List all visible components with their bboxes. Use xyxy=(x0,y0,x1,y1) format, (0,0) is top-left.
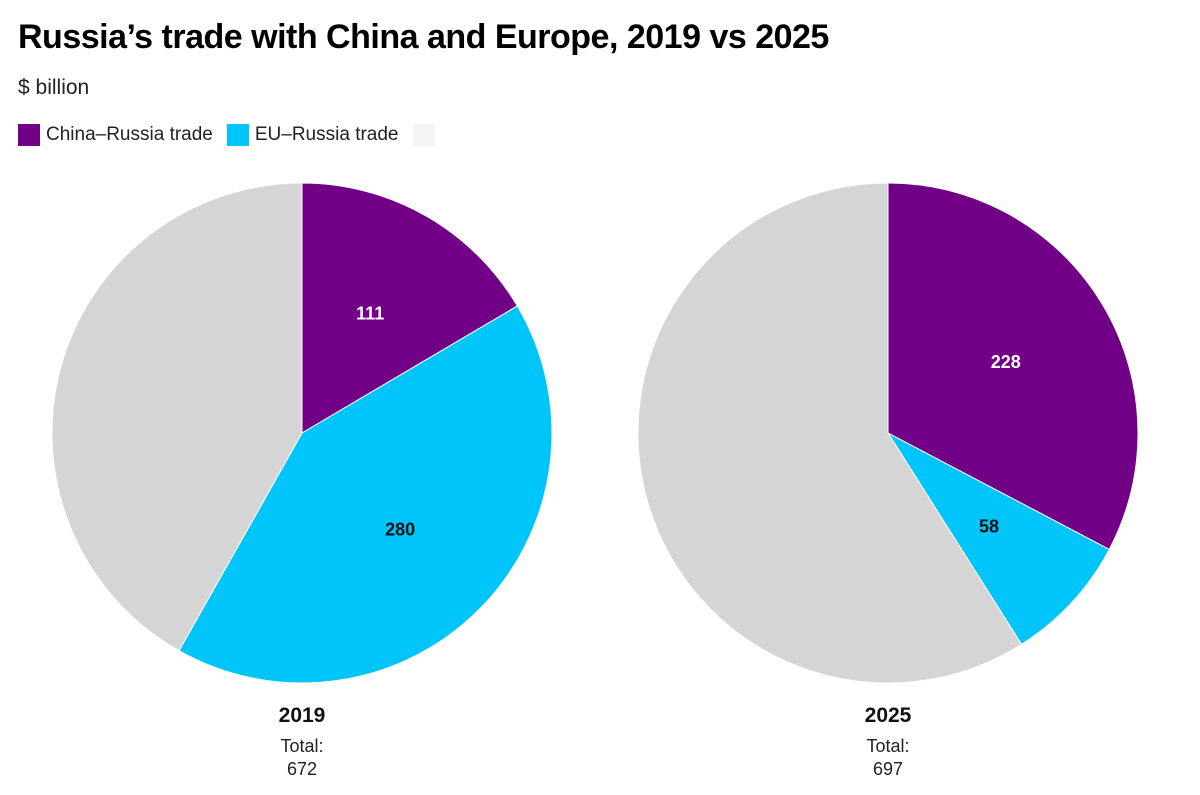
pie-slice-2019-2 xyxy=(51,182,303,652)
total-value-2025: 697 xyxy=(873,759,903,779)
pie-slice-2019-0 xyxy=(301,182,519,434)
pie-slice-2025-1 xyxy=(886,431,1110,646)
legend-swatch-other xyxy=(412,124,435,146)
chart-title: Russia’s trade with China and Europe, 20… xyxy=(18,18,829,56)
slice-value-label-2019-0: 111 xyxy=(356,304,384,324)
total-value-2019: 672 xyxy=(287,759,317,779)
legend-item-china: China–Russia trade xyxy=(18,124,213,146)
total-label-2019: Total: xyxy=(280,736,323,756)
year-label-2025: 2025 xyxy=(865,704,912,727)
chart-subtitle: $ billion xyxy=(18,76,90,99)
pie-2019: 111 280 xyxy=(51,182,553,684)
legend-label-eu: EU–Russia trade xyxy=(254,124,399,145)
pie-2025: 228 58 xyxy=(637,182,1139,684)
legend-swatch-eu xyxy=(226,124,249,146)
slice-value-label-2019-1: 280 xyxy=(385,519,415,539)
slice-value-label-2025-0: 228 xyxy=(991,352,1021,372)
legend-label-china: China–Russia trade xyxy=(46,124,213,145)
pie-slice-2025-0 xyxy=(887,182,1139,551)
total-label-2025: Total: xyxy=(866,736,909,756)
pie-slice-2025-2 xyxy=(637,182,1023,684)
pie-slice-2019-1 xyxy=(178,305,553,684)
legend: China–Russia trade EU–Russia trade xyxy=(18,124,455,146)
legend-swatch-china xyxy=(18,124,40,146)
year-label-2019: 2019 xyxy=(279,704,326,727)
legend-item-eu: EU–Russia trade xyxy=(226,124,399,146)
slice-value-label-2025-1: 58 xyxy=(979,516,999,536)
legend-item-other xyxy=(412,124,441,146)
